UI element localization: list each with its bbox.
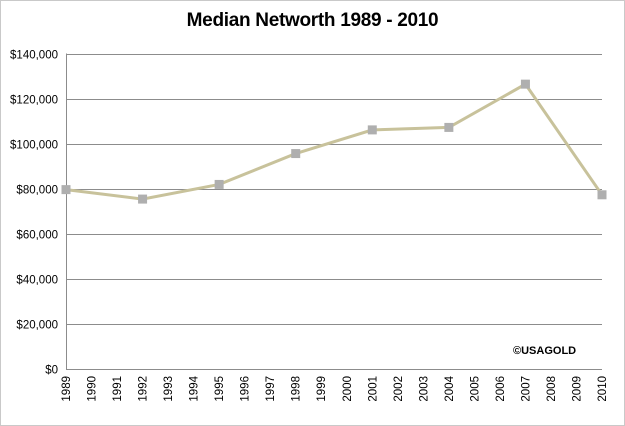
x-axis-tick-label: 2010 <box>597 376 609 402</box>
x-axis-tick-label: 1995 <box>214 376 226 402</box>
data-point-marker <box>520 79 530 89</box>
x-axis-tick-label: 1991 <box>112 376 124 402</box>
watermark: ©USAGOLD <box>513 345 577 357</box>
data-point-marker <box>214 179 224 189</box>
data-point-marker <box>444 122 454 132</box>
x-axis-tick-label: 1989 <box>61 376 73 402</box>
y-axis-tick-label: $0 <box>45 365 58 377</box>
x-axis-tick-label: 2007 <box>520 376 532 402</box>
data-point-marker <box>291 149 301 159</box>
x-axis-tick-label: 2009 <box>571 376 583 402</box>
x-axis-tick-label: 1999 <box>316 376 328 402</box>
x-axis-tick-label: 2003 <box>418 376 430 402</box>
x-axis-tick-label: 1990 <box>87 376 99 402</box>
data-point-marker <box>61 185 71 195</box>
x-axis-tick-label: 1993 <box>163 376 175 402</box>
y-axis-tick-label: $100,000 <box>10 140 58 152</box>
x-axis-tick-label: 2000 <box>342 376 354 402</box>
x-axis-tick-label: 1997 <box>265 376 277 402</box>
y-axis-tick-label: $120,000 <box>10 95 58 107</box>
y-axis-tick-label: $140,000 <box>10 50 58 62</box>
x-axis-tick-label: 1992 <box>138 376 150 402</box>
x-axis-tick-label: 2004 <box>444 375 456 401</box>
x-axis-tick-label: 2001 <box>367 376 379 402</box>
y-axis-tick-label: $40,000 <box>16 275 58 287</box>
x-axis-tick-label: 2006 <box>495 376 507 402</box>
data-point-marker <box>367 125 377 135</box>
data-line <box>65 82 604 201</box>
y-axis-tick-label: $80,000 <box>16 185 58 197</box>
x-axis-tick-label: 1994 <box>189 375 201 401</box>
x-axis-tick-label: 2008 <box>546 376 558 402</box>
chart-title: Median Networth 1989 - 2010 <box>186 10 439 31</box>
x-axis-tick-label: 2002 <box>393 376 405 402</box>
y-axis-tick-label: $60,000 <box>16 230 58 242</box>
x-axis-tick-label: 1998 <box>291 376 303 402</box>
data-point-marker <box>138 194 148 204</box>
data-point-marker <box>597 190 607 200</box>
x-axis-tick-label: 1996 <box>240 376 252 402</box>
x-axis-tick-label: 2005 <box>469 376 481 402</box>
y-axis-tick-label: $20,000 <box>16 320 58 332</box>
